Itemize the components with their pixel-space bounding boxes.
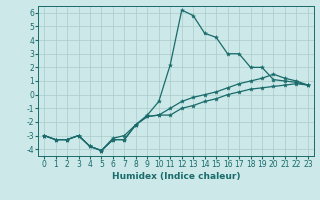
X-axis label: Humidex (Indice chaleur): Humidex (Indice chaleur) <box>112 172 240 181</box>
